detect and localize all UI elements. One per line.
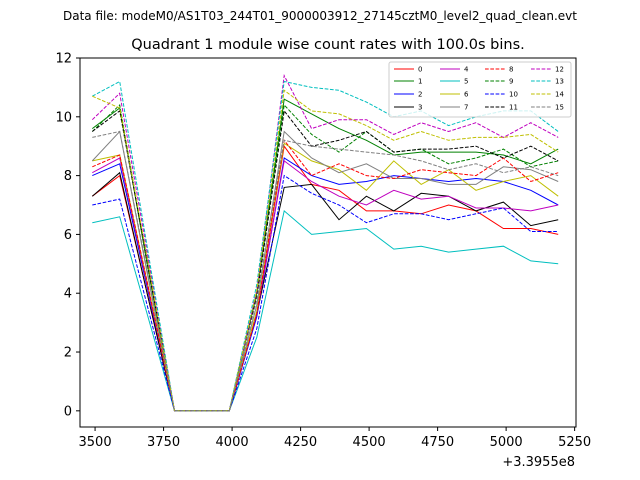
x-tick-label: 5250: [558, 435, 591, 450]
y-tick-label: 6: [64, 228, 72, 243]
series-line-5: [92, 209, 559, 412]
plot-area: [91, 73, 559, 412]
legend-label-15: 15: [555, 104, 564, 112]
legend-label-0: 0: [418, 66, 422, 74]
y-tick-label: 2: [64, 346, 72, 361]
x-tick-label: 4750: [421, 435, 454, 450]
legend-box: [388, 61, 572, 118]
legend-label-13: 13: [555, 78, 564, 86]
y-axis: 0 2 4 6 8 10 12: [55, 52, 80, 419]
series-line-2: [92, 157, 559, 412]
chart-title: Quadrant 1 module wise count rates with …: [131, 37, 525, 53]
x-tick-label: 4250: [284, 435, 317, 450]
legend-label-3: 3: [418, 104, 422, 112]
y-tick-label: 8: [64, 169, 72, 184]
y-tick-label: 10: [55, 110, 72, 125]
series-line-8: [92, 139, 559, 412]
series-line-10: [92, 174, 559, 412]
legend-label-8: 8: [509, 66, 513, 74]
y-tick-label: 0: [64, 404, 72, 419]
series-line-15: [92, 130, 559, 412]
x-axis-offset-label: +3.3955e8: [502, 455, 575, 470]
x-tick-label: 4000: [216, 435, 249, 450]
series-line-13: [92, 80, 559, 412]
series-line-4: [92, 157, 559, 412]
x-tick-label: 3750: [147, 435, 180, 450]
series-line-6: [92, 142, 559, 412]
y-tick-label: 12: [55, 52, 72, 67]
legend-label-5: 5: [464, 78, 468, 86]
figure-suptitle: Data file: modeM0/AS1T03_244T01_90000039…: [63, 9, 577, 23]
legend-label-2: 2: [418, 91, 422, 99]
x-tick-label: 4500: [353, 435, 386, 450]
legend-label-11: 11: [509, 104, 518, 112]
y-tick-label: 4: [64, 287, 72, 302]
series-line-14: [92, 89, 559, 412]
legend-label-9: 9: [509, 78, 513, 86]
legend-label-7: 7: [464, 104, 468, 112]
legend-label-6: 6: [464, 91, 469, 99]
x-tick-label: 5000: [490, 435, 523, 450]
legend-label-4: 4: [464, 66, 469, 74]
series-line-12: [91, 73, 559, 412]
legend-label-12: 12: [555, 66, 564, 74]
legend-label-10: 10: [509, 91, 518, 99]
legend-label-1: 1: [418, 78, 422, 86]
axes-frame: [79, 57, 577, 428]
x-axis: 3500 3750 4000 4250 4500 4750 5000 5250: [79, 427, 591, 450]
x-tick-label: 3500: [79, 435, 112, 450]
legend-label-14: 14: [555, 91, 564, 99]
